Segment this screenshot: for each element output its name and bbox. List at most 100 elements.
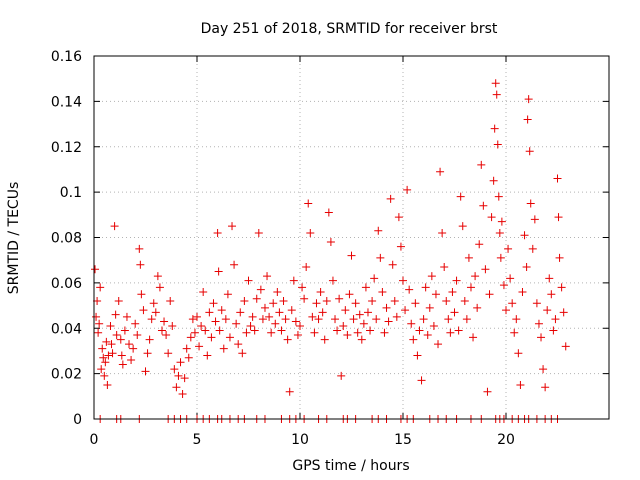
data-point <box>289 276 298 285</box>
data-point <box>186 333 195 342</box>
data-point <box>104 351 113 360</box>
data-point <box>374 226 383 235</box>
x-tick-label: 20 <box>497 432 515 448</box>
data-point <box>497 217 506 226</box>
data-point <box>528 244 537 253</box>
data-point <box>454 326 463 335</box>
data-point <box>444 315 453 324</box>
data-point <box>339 321 348 330</box>
data-point <box>108 349 117 358</box>
data-point <box>238 349 247 358</box>
data-point <box>448 287 457 296</box>
data-point <box>537 333 546 342</box>
data-point <box>225 333 234 342</box>
data-point <box>236 308 245 317</box>
data-point <box>293 331 302 340</box>
data-point <box>508 299 517 308</box>
data-point <box>361 283 370 292</box>
data-point <box>551 315 560 324</box>
data-point <box>120 326 129 335</box>
data-point <box>283 335 292 344</box>
data-point <box>166 297 175 306</box>
data-point <box>337 371 346 380</box>
data-point <box>279 297 288 306</box>
data-point <box>139 306 148 315</box>
data-point <box>557 283 566 292</box>
data-point <box>545 274 554 283</box>
data-point <box>98 344 107 353</box>
data-point <box>151 308 160 317</box>
data-point <box>407 319 416 328</box>
data-point <box>370 274 379 283</box>
data-point <box>107 340 116 349</box>
data-point <box>94 328 103 337</box>
data-point <box>125 340 134 349</box>
data-point <box>481 265 490 274</box>
data-point <box>136 260 145 269</box>
data-point <box>256 285 265 294</box>
data-point <box>525 147 534 156</box>
data-point <box>333 326 342 335</box>
data-point <box>205 308 214 317</box>
data-point <box>188 315 197 324</box>
data-point <box>378 287 387 296</box>
x-tick-label: 10 <box>291 432 309 448</box>
data-point <box>559 308 568 317</box>
data-point <box>438 228 447 237</box>
data-point <box>260 303 269 312</box>
data-point <box>460 297 469 306</box>
data-point <box>269 299 278 308</box>
data-point <box>258 315 267 324</box>
data-point <box>91 265 100 274</box>
x-tick-label: 0 <box>90 432 99 448</box>
x-tick-label: 15 <box>394 432 412 448</box>
y-tick-label: 0.1 <box>60 185 82 201</box>
data-point <box>95 319 104 328</box>
data-point <box>116 335 125 344</box>
x-axis-label: GPS time / hours <box>292 458 409 474</box>
data-point <box>232 319 241 328</box>
data-point <box>510 328 519 337</box>
data-point <box>494 192 503 201</box>
data-point <box>456 192 465 201</box>
data-point <box>143 349 152 358</box>
data-point <box>228 222 237 231</box>
data-point <box>442 297 451 306</box>
data-point <box>380 328 389 337</box>
data-point <box>554 213 563 222</box>
data-point <box>96 283 105 292</box>
data-point <box>547 290 556 299</box>
data-point <box>312 299 321 308</box>
data-point <box>199 287 208 296</box>
data-point <box>127 356 136 365</box>
data-point <box>133 331 142 340</box>
data-point <box>331 315 340 324</box>
data-point <box>524 95 533 104</box>
data-point <box>504 244 513 253</box>
data-point <box>399 276 407 285</box>
data-point <box>209 299 218 308</box>
data-point <box>417 376 426 385</box>
data-point <box>117 351 126 360</box>
data-point <box>195 342 204 351</box>
data-point <box>440 262 449 271</box>
data-point <box>215 326 224 335</box>
data-point <box>326 238 335 247</box>
data-point <box>310 328 319 337</box>
data-point <box>223 290 232 299</box>
data-point <box>162 331 171 340</box>
data-point <box>491 79 500 88</box>
data-point <box>153 272 162 281</box>
data-point <box>347 251 356 260</box>
data-point <box>355 310 364 319</box>
data-point <box>436 167 445 176</box>
data-point <box>122 312 131 321</box>
data-point <box>322 297 331 306</box>
data-point <box>178 390 187 399</box>
data-point <box>446 328 455 337</box>
y-tick-label: 0.12 <box>51 140 82 156</box>
data-point <box>110 222 119 231</box>
data-point <box>390 297 399 306</box>
data-point <box>103 380 112 389</box>
data-point <box>413 351 422 360</box>
